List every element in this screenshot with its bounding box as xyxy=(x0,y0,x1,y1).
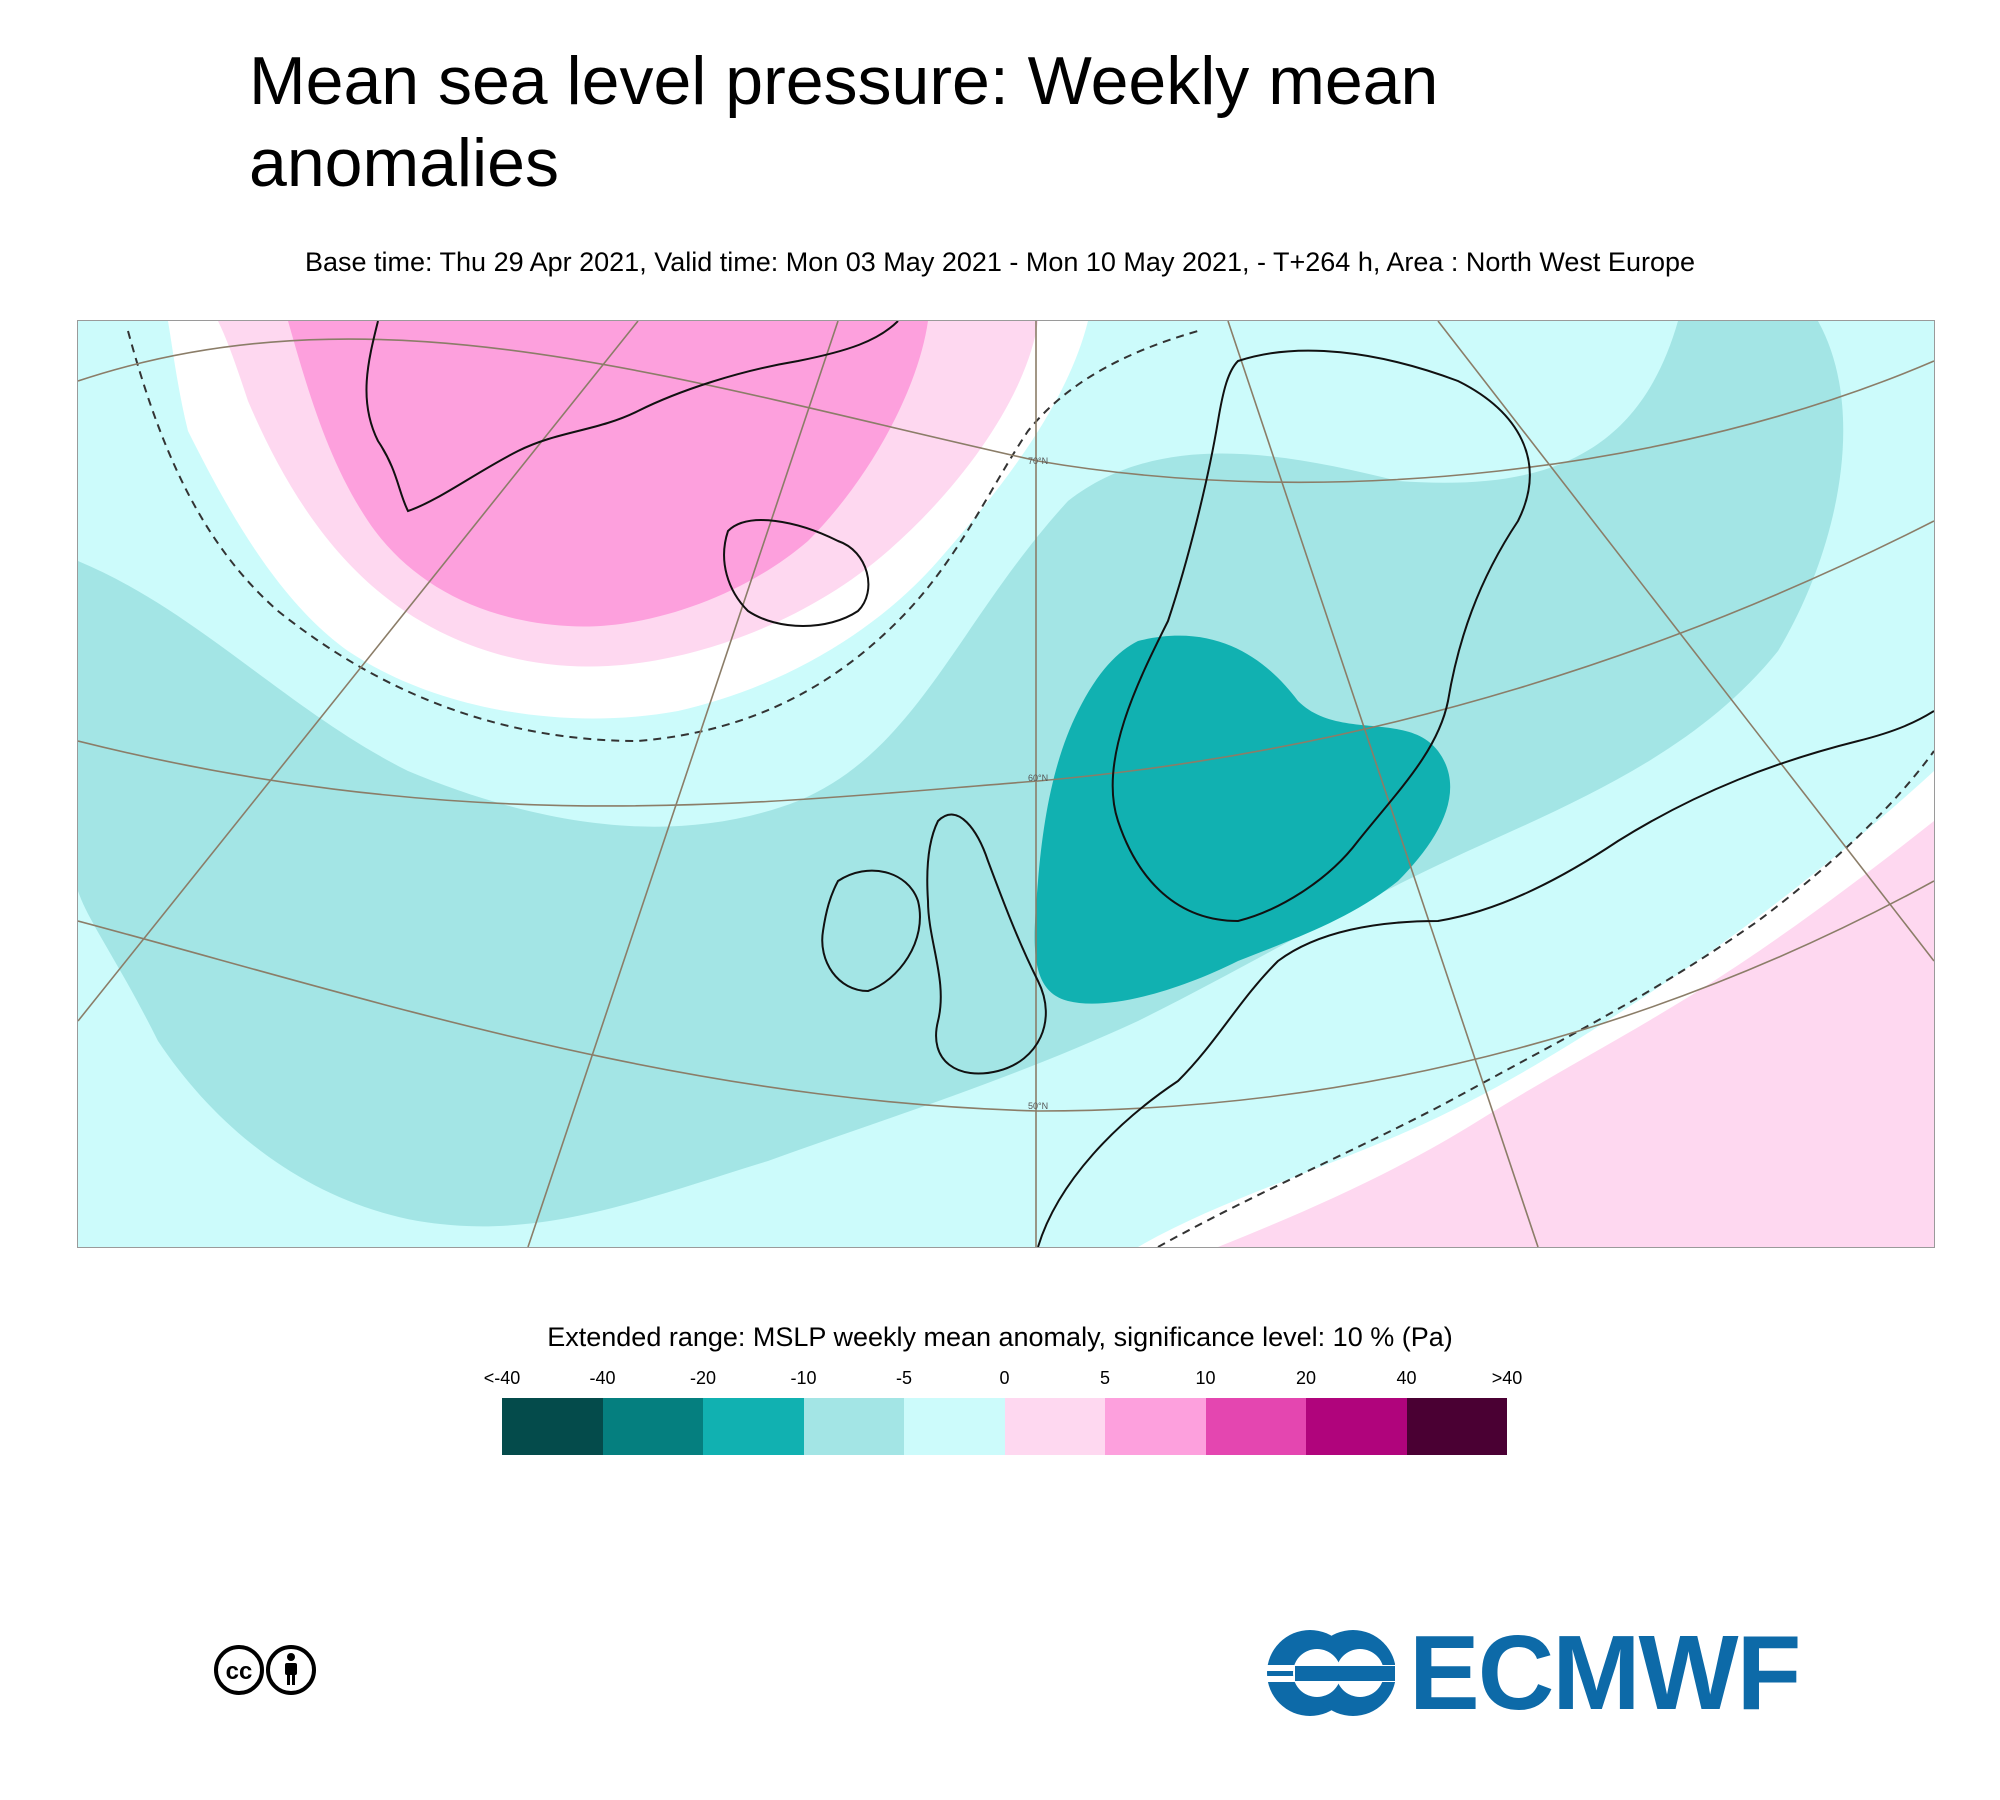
cc-by-icon: cc xyxy=(214,1645,316,1695)
legend-swatch xyxy=(602,1398,703,1455)
anomaly-map: 70°N 60°N 50°N xyxy=(78,321,1934,1247)
graticule xyxy=(78,321,1934,1247)
coastline-ireland xyxy=(821,869,921,993)
legend-swatch xyxy=(1205,1398,1306,1455)
legend-swatch xyxy=(904,1398,1005,1455)
coastlines xyxy=(365,321,1934,1247)
legend-swatch xyxy=(1004,1398,1105,1455)
coastline-scandinavia xyxy=(1111,349,1531,923)
legend-label: -20 xyxy=(689,1368,717,1388)
svg-text:cc: cc xyxy=(226,1658,253,1685)
ecmwf-emblem-icon xyxy=(1265,1630,1395,1716)
legend-label: <-40 xyxy=(483,1368,521,1388)
creative-commons-logo[interactable]: cc xyxy=(213,1643,317,1702)
anomaly-field-positive-south xyxy=(1218,821,1934,1247)
significance-contour-north xyxy=(127,330,1199,743)
coastline-iceland xyxy=(723,519,870,627)
latitude-label-70: 70°N xyxy=(1028,456,1048,466)
page-title: Mean sea level pressure: Weekly mean ano… xyxy=(249,43,1439,201)
map-panel[interactable]: 70°N 60°N 50°N xyxy=(77,320,1935,1248)
legend-label: -10 xyxy=(790,1368,817,1388)
legend-swatch xyxy=(1105,1398,1206,1455)
legend-swatch xyxy=(1306,1398,1407,1455)
latitude-label-60: 60°N xyxy=(1028,773,1048,783)
legend-swatch xyxy=(803,1398,904,1455)
legend-colorbar xyxy=(502,1398,1507,1455)
latitude-label-50: 50°N xyxy=(1028,1101,1048,1111)
coastline-great-britain xyxy=(926,813,1047,1075)
anomaly-field-strong-negative xyxy=(1034,635,1451,1004)
legend-title: Extended range: MSLP weekly mean anomaly… xyxy=(547,1322,1453,1352)
legend-swatch xyxy=(703,1398,804,1455)
anomaly-field-strong-positive-north xyxy=(288,321,928,627)
legend-swatch xyxy=(502,1398,603,1455)
legend-labels: <-40 -40 -20 -10 -5 0 5 10 20 40 >40 xyxy=(0,1368,2000,1392)
legend-label: -40 xyxy=(589,1368,616,1388)
legend-label: 5 xyxy=(1099,1368,1111,1388)
legend-label: 20 xyxy=(1295,1368,1317,1388)
page-subtitle: Base time: Thu 29 Apr 2021, Valid time: … xyxy=(304,247,1695,277)
legend-label: -5 xyxy=(895,1368,913,1388)
legend-label: 0 xyxy=(999,1368,1010,1388)
significance-contour-south xyxy=(1157,750,1934,1247)
legend-label: 40 xyxy=(1396,1368,1417,1388)
coastline-continent xyxy=(1037,710,1934,1247)
anomaly-field-moderate-negative xyxy=(78,321,1844,1227)
ecmwf-logo[interactable]: ECMWF xyxy=(1265,1614,1801,1732)
legend-label: >40 xyxy=(1491,1368,1523,1388)
legend-label: 10 xyxy=(1195,1368,1216,1388)
coastline-greenland xyxy=(365,321,899,513)
legend-swatch xyxy=(1406,1398,1507,1455)
ecmwf-wordmark: ECMWF xyxy=(1409,1614,1801,1732)
